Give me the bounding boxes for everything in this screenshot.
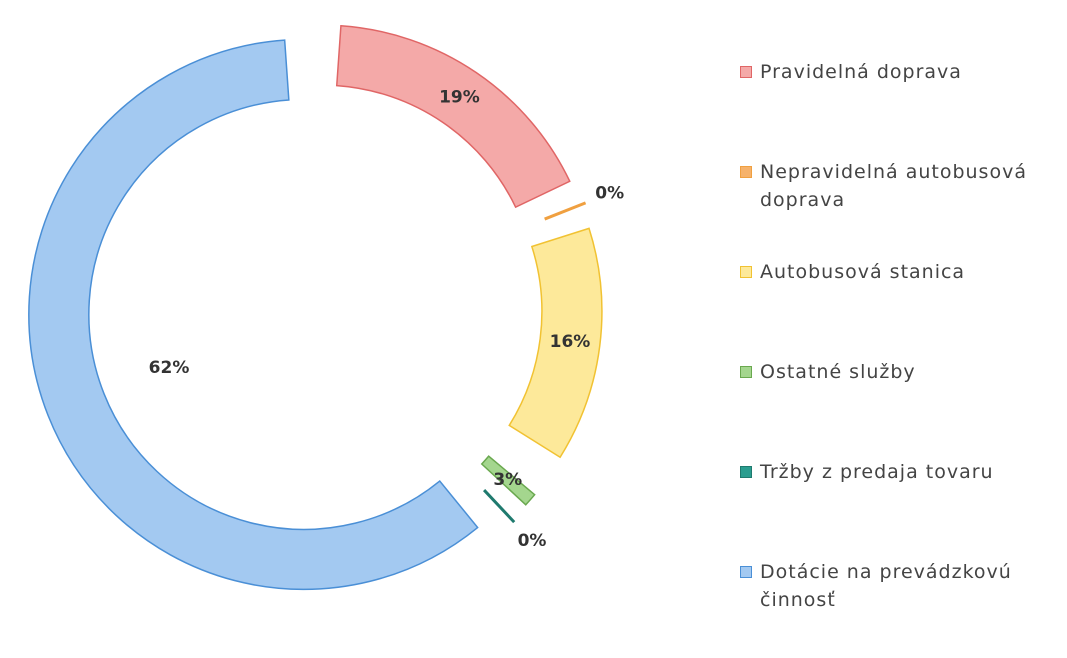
chart: 19% 0% 16% 3% 0% 62% bbox=[28, 24, 624, 591]
donut-segment bbox=[480, 455, 536, 506]
donut-segment bbox=[482, 489, 516, 524]
donut-segment bbox=[335, 24, 571, 209]
legend-swatch bbox=[740, 366, 752, 378]
legend-item: Tržby z predaja tovaru bbox=[738, 458, 1058, 558]
legend-label: Tržby z predaja tovaru bbox=[760, 461, 994, 483]
donut-segment bbox=[508, 227, 603, 459]
data-label: 19% bbox=[439, 87, 480, 107]
legend-swatch bbox=[740, 266, 752, 278]
data-label: 16% bbox=[550, 332, 591, 352]
legend-label: Pravidelná doprava bbox=[760, 61, 962, 83]
data-label: 0% bbox=[518, 531, 547, 551]
legend-swatch bbox=[740, 166, 752, 178]
legend-swatch bbox=[740, 66, 752, 78]
legend-item: Nepravidelná autobusová doprava bbox=[738, 158, 1058, 258]
legend-item: Dotácie na prevádzkovú činnosť bbox=[738, 558, 1058, 658]
data-label: 62% bbox=[149, 358, 190, 378]
data-label: 3% bbox=[493, 470, 522, 490]
legend-swatch bbox=[740, 466, 752, 478]
donut-segment bbox=[28, 39, 479, 591]
legend: Pravidelná doprava Nepravidelná autobusov… bbox=[738, 58, 1058, 658]
legend-item: Ostatné služby bbox=[738, 358, 1058, 458]
legend-item: Autobusová stanica bbox=[738, 258, 1058, 358]
legend-label: Dotácie na prevádzkovú činnosť bbox=[760, 561, 1012, 611]
legend-label: Autobusová stanica bbox=[760, 261, 966, 283]
legend-swatch bbox=[740, 566, 752, 578]
data-label: 0% bbox=[595, 183, 624, 203]
legend-label: Nepravidelná autobusová doprava bbox=[760, 161, 1027, 211]
donut-segment bbox=[544, 201, 587, 221]
legend-item: Pravidelná doprava bbox=[738, 58, 1058, 158]
page: 19% 0% 16% 3% 0% 62% Pravidelná doprava Neprav… bbox=[28, 24, 1026, 611]
legend-label: Ostatné služby bbox=[760, 361, 916, 383]
